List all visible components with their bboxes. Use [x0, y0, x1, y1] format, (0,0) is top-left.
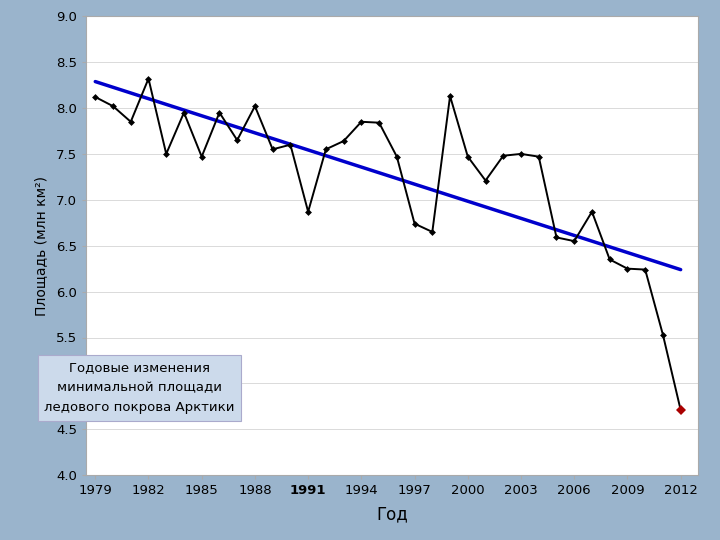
- Y-axis label: Площадь (млн км²): Площадь (млн км²): [34, 176, 48, 316]
- X-axis label: Год: Год: [377, 505, 408, 524]
- Text: Годовые изменения
минимальной площади
ледового покрова Арктики: Годовые изменения минимальной площади ле…: [45, 361, 235, 415]
